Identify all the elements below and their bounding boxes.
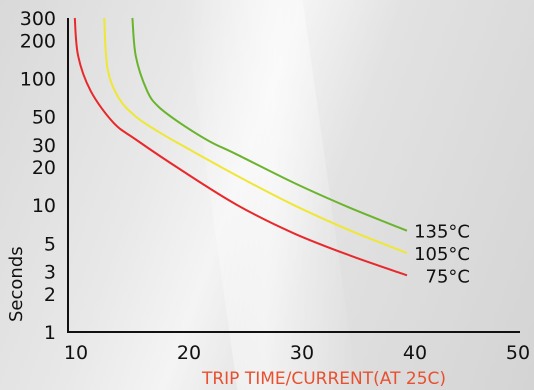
series-line (131, 17, 408, 232)
series-label: 75°C (426, 266, 470, 287)
x-axis-label: TRIP TIME/CURRENT(AT 25C) (201, 369, 446, 389)
x-tick-label: 30 (290, 342, 314, 364)
y-tick-label: 20 (32, 157, 56, 179)
series-label: 135°C (414, 222, 470, 243)
y-tick-label: 1 (44, 322, 56, 344)
y-tick-label: 3 (44, 262, 56, 284)
x-tick-label: 50 (506, 342, 530, 364)
y-tick-label: 300 (20, 8, 56, 30)
y-tick-label: 10 (32, 195, 56, 217)
y-tick-label: 200 (20, 30, 56, 52)
y-tick-label: 5 (44, 233, 56, 255)
y-axis-label: Seconds (6, 246, 27, 322)
series-label: 105°C (414, 244, 470, 265)
x-tick-label: 10 (64, 342, 88, 364)
y-tick-label: 30 (32, 135, 56, 157)
series-line (103, 17, 408, 254)
series-line (73, 17, 408, 277)
y-tick-label: 50 (32, 107, 56, 129)
x-tick-label: 40 (403, 342, 427, 364)
x-tick-label: 20 (177, 342, 201, 364)
y-tick-label: 100 (20, 68, 56, 90)
y-tick-label: 2 (44, 284, 56, 306)
